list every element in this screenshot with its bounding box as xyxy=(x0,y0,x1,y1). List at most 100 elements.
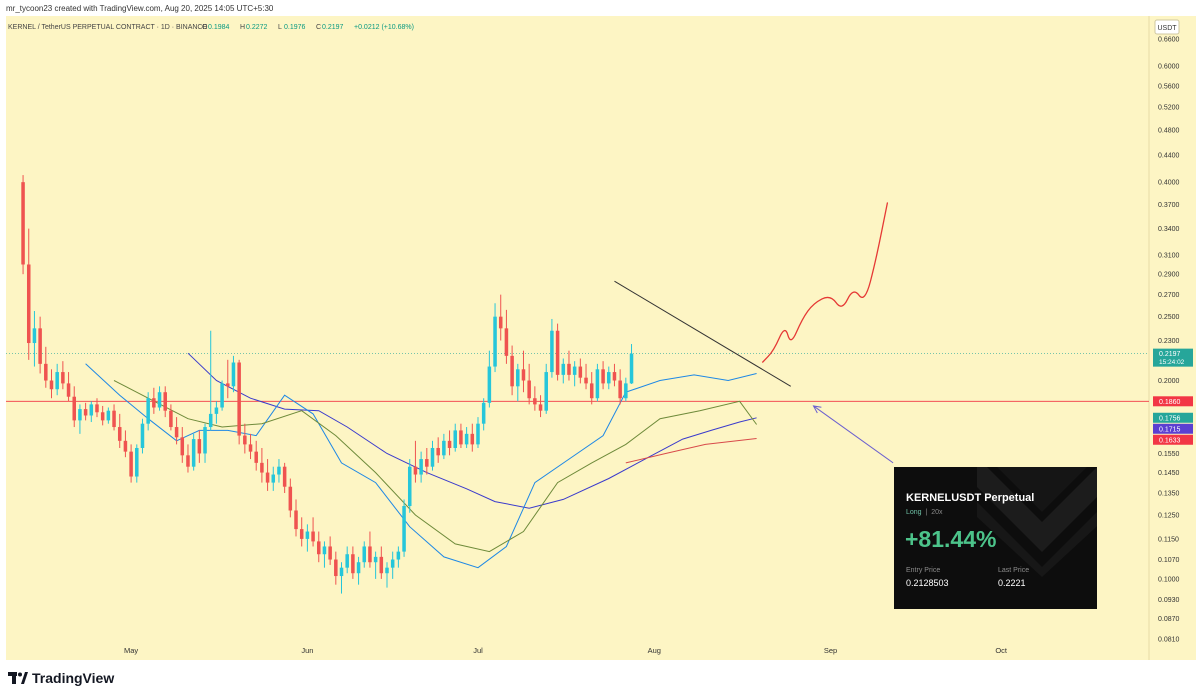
currency-text: USDT xyxy=(1157,25,1177,32)
price-tick-label: 0.2700 xyxy=(1158,292,1180,299)
candle-body xyxy=(100,412,105,421)
price-tick-label: 0.5600 xyxy=(1158,83,1180,90)
ohlc-key-c: C xyxy=(316,24,321,31)
price-tick-label: 0.1250 xyxy=(1158,513,1180,520)
price-tick-label: 0.5200 xyxy=(1158,105,1180,112)
time-tick-label: Oct xyxy=(995,646,1008,655)
candle-body xyxy=(430,447,435,467)
candle-body xyxy=(618,380,622,399)
candle xyxy=(544,363,548,414)
candle xyxy=(288,478,293,518)
candle-body xyxy=(629,353,634,384)
candle-body xyxy=(254,451,258,463)
candle xyxy=(470,423,475,452)
price-tick-label: 0.1450 xyxy=(1158,470,1180,477)
price-tick-label: 0.2500 xyxy=(1158,314,1180,321)
candle xyxy=(521,350,526,393)
candle-body xyxy=(203,427,207,454)
candle-body xyxy=(624,383,628,399)
candle xyxy=(572,361,577,387)
price-badge-bg xyxy=(1153,348,1193,367)
candle xyxy=(254,440,258,471)
candle xyxy=(55,363,59,396)
price-tick-label: 0.1000 xyxy=(1158,576,1180,583)
candle-body xyxy=(498,316,503,329)
price-axis-background xyxy=(1149,16,1196,660)
candle xyxy=(385,562,389,588)
pointer-arrow-shaft[interactable] xyxy=(813,405,894,464)
position-leverage: 20x xyxy=(931,509,943,516)
price-tick-label: 0.6000 xyxy=(1158,64,1180,71)
candle-body xyxy=(425,459,429,467)
footer: TradingView xyxy=(8,668,114,688)
drawings xyxy=(614,202,894,464)
candle-body xyxy=(442,440,446,456)
candle xyxy=(601,361,605,390)
candle xyxy=(311,517,315,547)
symbol-title: KERNEL / TetherUS PERPETUAL CONTRACT · 1… xyxy=(8,24,207,31)
candle-body xyxy=(584,377,588,384)
pnl-percentage: +81.44% xyxy=(905,526,997,552)
candle-body xyxy=(214,407,219,414)
candle xyxy=(538,395,543,418)
candle xyxy=(516,363,520,402)
candle xyxy=(550,318,554,378)
candle xyxy=(487,350,492,408)
moving-averages xyxy=(85,352,758,569)
candle-body xyxy=(140,423,145,448)
candle-body xyxy=(521,369,526,381)
candle-body xyxy=(464,433,469,445)
candle xyxy=(163,386,167,418)
chart-canvas[interactable]: KERNEL / TetherUS PERPETUAL CONTRACT · 1… xyxy=(6,16,1196,660)
moving-average-3 xyxy=(85,363,757,569)
candle-body xyxy=(373,556,378,563)
price-badge-label: 0.2197 xyxy=(1159,351,1181,358)
trade-card-position: Long | 20x xyxy=(906,509,943,516)
candle-body xyxy=(78,409,82,421)
candle-body xyxy=(510,355,514,387)
candle xyxy=(316,531,321,563)
candle-body xyxy=(589,383,594,399)
candle-body xyxy=(345,554,349,568)
moving-average-2 xyxy=(625,438,757,464)
candle xyxy=(493,303,497,373)
candle-body xyxy=(572,366,577,375)
candle-body xyxy=(32,328,37,344)
candle-body xyxy=(459,430,463,445)
candle xyxy=(260,447,264,483)
price-tick-label: 0.2300 xyxy=(1158,338,1180,345)
candle xyxy=(373,551,378,579)
candle xyxy=(129,444,133,483)
candle-body xyxy=(334,559,338,577)
price-tick-label: 0.0930 xyxy=(1158,597,1180,604)
candle-body xyxy=(436,447,440,456)
candle xyxy=(282,462,287,494)
candle xyxy=(169,404,173,431)
price-tick-label: 0.3100 xyxy=(1158,253,1180,260)
candle-body xyxy=(487,366,492,403)
ohlc-value-c: 0.2197 xyxy=(322,24,344,31)
descending-trendline[interactable] xyxy=(614,280,792,387)
tradingview-brand[interactable]: TradingView xyxy=(32,670,115,686)
time-tick-label: Aug xyxy=(648,646,661,655)
price-badge: 0.1860 xyxy=(1153,396,1193,407)
candle xyxy=(135,444,139,483)
time-tick-label: May xyxy=(124,646,138,655)
candle-body xyxy=(402,506,406,552)
created-by-line: mr_tycoon23 created with TradingView.com… xyxy=(6,4,274,13)
candle-body xyxy=(260,462,264,473)
projected-price-path[interactable] xyxy=(761,202,889,363)
candle xyxy=(362,541,367,568)
candle xyxy=(208,330,213,431)
tradingview-logo-icon[interactable] xyxy=(8,671,28,685)
candle xyxy=(237,359,241,445)
price-chart[interactable]: KERNEL / TetherUS PERPETUAL CONTRACT · 1… xyxy=(6,16,1196,660)
candle-body xyxy=(282,466,287,487)
candle xyxy=(180,427,185,463)
price-badge: 0.1715 xyxy=(1153,423,1193,434)
candle-body xyxy=(316,541,321,555)
moving-average-1 xyxy=(187,352,757,509)
price-badge-label: 0.1756 xyxy=(1159,415,1181,422)
price-axis[interactable]: 0.6600 0.6000 0.5600 0.5200 0.4800 0.4400 0.40… xyxy=(1158,36,1180,643)
candle xyxy=(89,401,94,423)
